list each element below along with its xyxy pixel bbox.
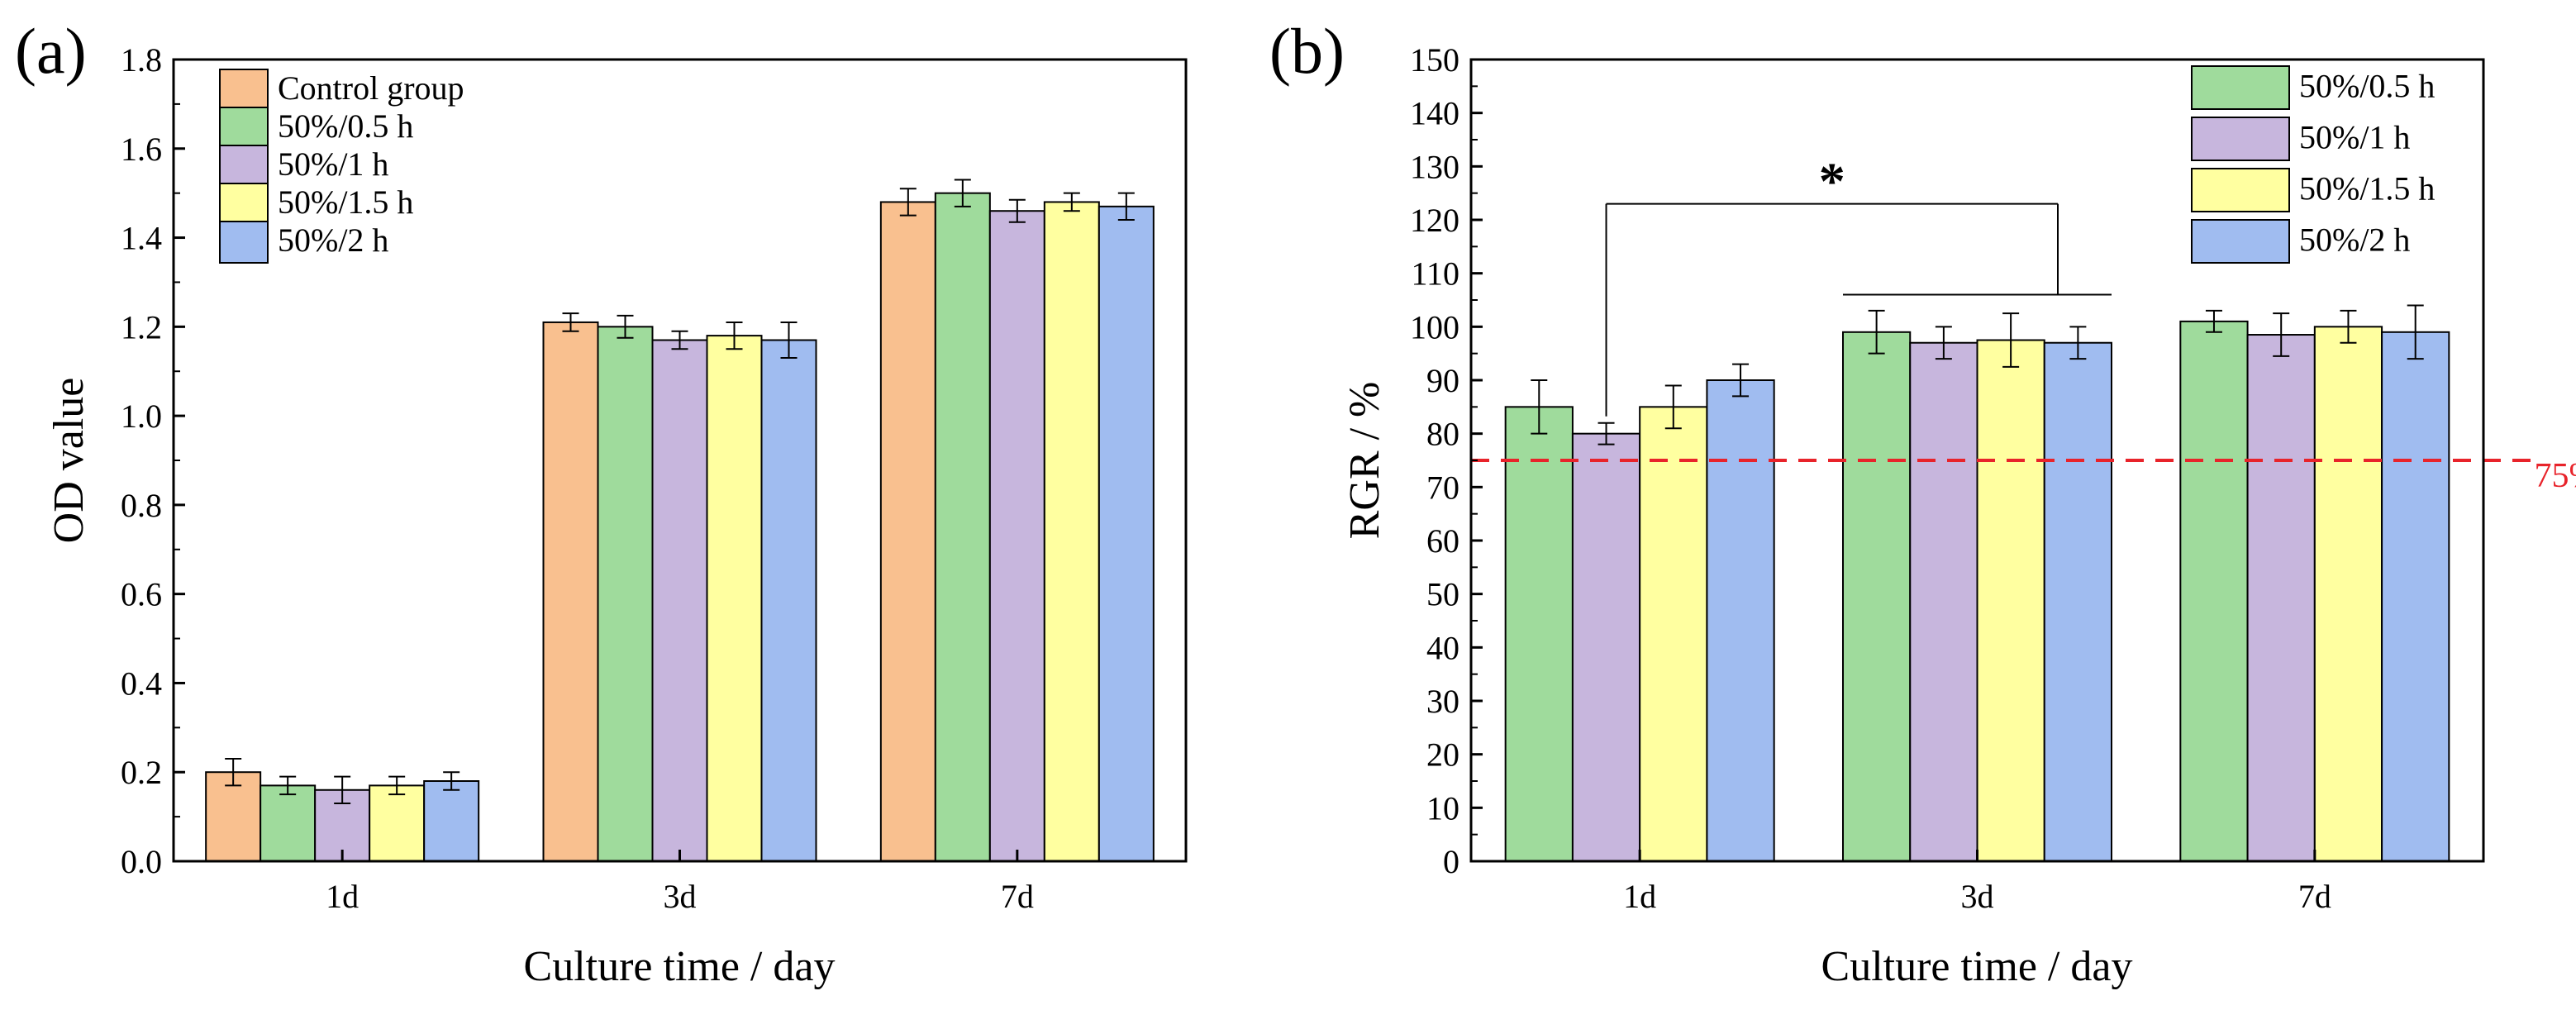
x-tick-label: 1d [1623, 878, 1656, 915]
panel-a-label: (a) [15, 15, 87, 87]
legend-label: 50%/1 h [2299, 118, 2410, 155]
legend-label: Control group [278, 69, 464, 107]
panel-b-label: (b) [1269, 15, 1345, 87]
legend-swatch [219, 183, 269, 226]
bar [760, 339, 817, 862]
y-tick-label: 0.4 [121, 665, 162, 702]
panel-a-bars [205, 179, 1155, 863]
y-tick-label: 10 [1426, 789, 1459, 827]
panel-b-x-axis-title: Culture time / day [1821, 943, 2133, 990]
legend-swatch [2191, 219, 2290, 264]
bar [1909, 341, 1978, 862]
legend-label: 50%/2 h [2299, 221, 2410, 258]
y-tick-label: 140 [1410, 95, 1459, 132]
panel-a-y-axis-title: OD value [45, 378, 93, 544]
bar [1504, 406, 1574, 863]
y-tick-label: 1.0 [121, 398, 162, 435]
bar [934, 192, 991, 862]
legend-swatch [2191, 117, 2290, 161]
x-tick-label: 7d [2298, 878, 2331, 915]
y-tick-label: 70 [1426, 469, 1459, 506]
x-tick-label: 3d [1961, 878, 1994, 915]
bar [597, 326, 654, 863]
y-tick-label: 110 [1411, 255, 1459, 293]
legend-swatch [219, 221, 269, 264]
panel-b-axis: 0 10 20 30 40 50 60 70 80 90 100 110 120 130 140 150 1d 3… [1410, 41, 2331, 915]
y-tick-label: 0.0 [121, 843, 162, 880]
bar [542, 321, 599, 862]
legend-swatch [219, 69, 269, 112]
panel-a-axis: 0.0 0.2 0.4 0.6 0.8 1.0 1.2 1.4 1.6 1.8 1d 3d 7d [121, 41, 1034, 915]
x-tick-label: 3d [664, 878, 697, 915]
x-tick-label: 1d [326, 878, 359, 915]
y-tick-label: 20 [1426, 736, 1459, 774]
y-tick-label: 0 [1443, 843, 1459, 880]
legend-label: 50%/2 h [278, 222, 388, 259]
y-tick-label: 120 [1410, 202, 1459, 239]
reference-line-label: 75% [2535, 457, 2576, 495]
y-tick-label: 80 [1426, 416, 1459, 453]
bar [260, 784, 317, 863]
y-tick-label: 0.2 [121, 754, 162, 791]
legend-label: 50%/1.5 h [2299, 169, 2435, 207]
y-tick-label: 30 [1426, 683, 1459, 720]
bar [651, 339, 708, 862]
panel-b-reference: 75% [1471, 457, 2576, 495]
bar [1098, 205, 1155, 863]
y-tick-label: 100 [1410, 308, 1459, 345]
y-tick-label: 150 [1410, 41, 1459, 79]
y-tick-label: 130 [1410, 148, 1459, 185]
panel-b: (b) 75% 0 10 20 30 40 50 60 70 80 90 100 110 120 130 1… [1269, 15, 2576, 990]
bar [1043, 201, 1100, 862]
legend-swatch [2191, 65, 2290, 110]
bar [205, 771, 262, 863]
panel-a: (a) 0.0 0.2 0.4 0.6 0.8 1.0 1.2 1.4 1.6 1.8 1d 3d 7d… [15, 15, 1188, 990]
legend-swatch [219, 107, 269, 150]
legend-label: 50%/0.5 h [2299, 67, 2435, 104]
panel-b-significance: * [1605, 152, 2112, 417]
bar [1639, 406, 1708, 863]
legend-label: 50%/0.5 h [278, 107, 413, 145]
legend-swatch [2191, 168, 2290, 212]
bar [423, 780, 480, 862]
y-tick-label: 60 [1426, 522, 1459, 560]
bar [1842, 331, 1912, 862]
bar [369, 784, 426, 863]
bar [2313, 326, 2383, 863]
y-tick-label: 0.6 [121, 576, 162, 613]
legend-swatch [219, 145, 269, 188]
y-tick-label: 1.2 [121, 308, 162, 345]
bar [1706, 379, 1775, 862]
y-tick-label: 40 [1426, 629, 1459, 666]
y-tick-label: 1.8 [121, 41, 162, 79]
y-tick-label: 90 [1426, 362, 1459, 399]
bar [2043, 341, 2112, 862]
legend-label: 50%/1 h [278, 145, 388, 183]
panel-b-y-axis-title: RGR / % [1341, 382, 1388, 540]
legend-label: 50%/1.5 h [278, 183, 413, 221]
bar [988, 210, 1045, 862]
bar [706, 335, 763, 863]
bar [879, 201, 936, 862]
bar [2381, 331, 2450, 862]
x-tick-label: 7d [1001, 878, 1034, 915]
y-tick-label: 1.4 [121, 220, 162, 257]
bar [2246, 334, 2316, 862]
panel-a-x-axis-title: Culture time / day [524, 943, 836, 990]
y-tick-label: 50 [1426, 576, 1459, 613]
bar [1976, 339, 2045, 862]
bar [1571, 432, 1641, 862]
y-tick-label: 0.8 [121, 487, 162, 524]
panel-b-bars [1504, 304, 2450, 863]
bar [2179, 320, 2249, 863]
significance-marker: * [1819, 152, 1845, 211]
y-tick-label: 1.6 [121, 131, 162, 168]
panel-b-legend: 50%/0.5 h 50%/1 h 50%/1.5 h 50%/2 h [2191, 65, 2435, 264]
